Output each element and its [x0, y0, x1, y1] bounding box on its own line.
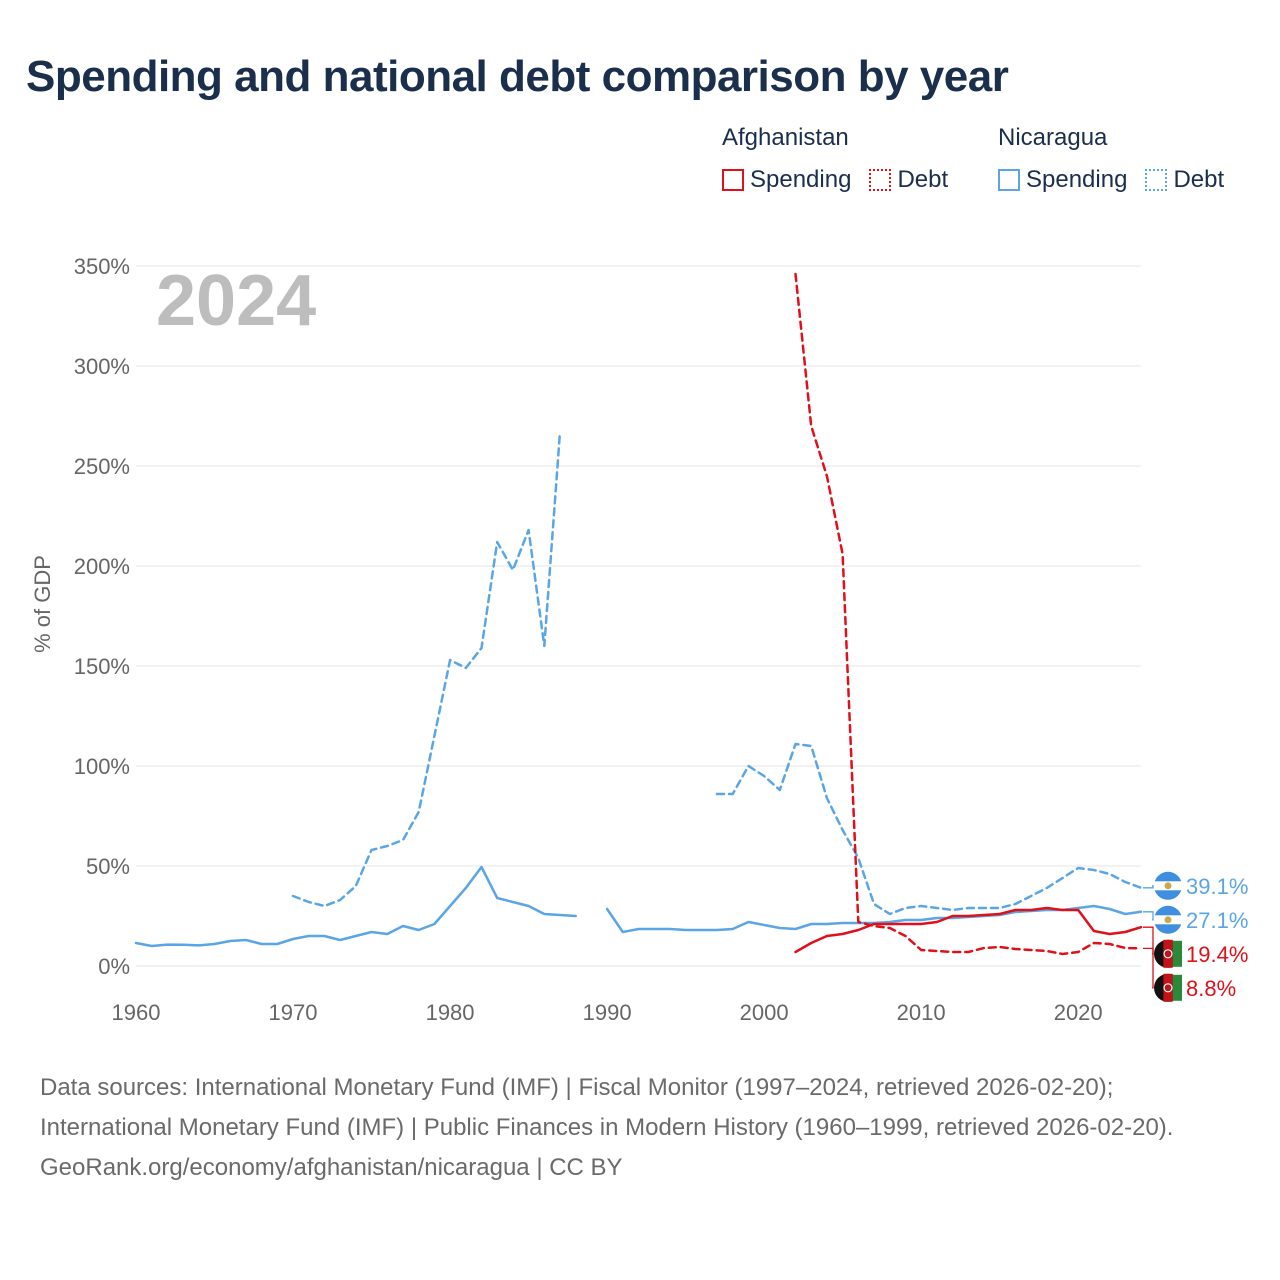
y-tick-label: 350% — [74, 254, 130, 279]
legend-swatch-solid-icon — [998, 169, 1020, 191]
legend-country-nicaragua: Nicaragua — [998, 124, 1108, 151]
line-chart: 0% 50% 100% 150% 200% 250% 300% 350% 1960 1970 198… — [30, 254, 1248, 1025]
legend-label: Spending — [1026, 166, 1128, 193]
afghanistan-debt-line[interactable] — [794, 272, 1143, 956]
x-tick-label: 2020 — [1054, 1000, 1103, 1025]
x-tick-label: 1990 — [583, 1000, 632, 1025]
legend-label: Debt — [1173, 166, 1225, 193]
legend-swatch-dotted-icon — [1145, 169, 1168, 191]
end-label-connector — [1143, 947, 1154, 989]
afghanistan-flag-icon — [1154, 973, 1182, 1002]
nicaragua-flag-icon — [1154, 905, 1182, 934]
nicaragua-spending-line[interactable] — [134, 865, 577, 948]
legend-nicaragua-spending[interactable]: Spending — [998, 166, 1127, 194]
legend-afghanistan-spending[interactable]: Spending — [722, 166, 851, 194]
legend-label: Spending — [750, 166, 852, 193]
y-tick-label: 50% — [86, 854, 130, 879]
legend-nicaragua-debt[interactable]: Debt — [1145, 166, 1224, 194]
y-tick-label: 300% — [74, 354, 130, 379]
data-sources-text: Data sources: International Monetary Fun… — [40, 1074, 1174, 1141]
y-tick-label: 250% — [74, 454, 130, 479]
y-tick-label: 100% — [74, 754, 130, 779]
nicaragua-debt-line[interactable] — [291, 430, 562, 908]
series-end-label: 8.8% — [1186, 976, 1236, 1001]
y-tick-label: 150% — [74, 654, 130, 679]
end-label-connector — [1143, 926, 1154, 955]
legend-afghanistan-debt[interactable]: Debt — [869, 166, 948, 194]
nicaragua-debt-line[interactable] — [715, 742, 1143, 916]
x-tick-label: 1980 — [426, 1000, 475, 1025]
afghanistan-flag-icon — [1154, 939, 1182, 968]
legend-label: Debt — [897, 166, 949, 193]
y-tick-label: 0% — [98, 954, 130, 979]
legend-group-nicaragua: Nicaragua Spending Debt — [998, 124, 1224, 194]
legend-group-afghanistan: Afghanistan Spending Debt — [722, 124, 966, 194]
series-end-label: 19.4% — [1186, 942, 1248, 967]
x-tick-label: 1970 — [269, 1000, 318, 1025]
x-tick-label: 1960 — [112, 1000, 161, 1025]
series-end-label: 27.1% — [1186, 908, 1248, 933]
x-tick-label: 2010 — [897, 1000, 946, 1025]
footer: Data sources: International Monetary Fun… — [40, 1068, 1240, 1188]
end-label-connector — [1143, 885, 1154, 889]
legend-swatch-dotted-icon — [869, 169, 892, 191]
nicaragua-flag-icon — [1154, 871, 1182, 900]
afghanistan-spending-line[interactable] — [794, 906, 1143, 954]
chart-title: Spending and national debt comparison by… — [26, 52, 1009, 101]
year-watermark: 2024 — [156, 261, 316, 341]
end-label-connector — [1143, 911, 1154, 921]
legend-country-afghanistan: Afghanistan — [722, 124, 849, 151]
x-tick-label: 2000 — [740, 1000, 789, 1025]
y-tick-label: 200% — [74, 554, 130, 579]
legend-swatch-solid-icon — [722, 169, 744, 191]
series-end-label: 39.1% — [1186, 874, 1248, 899]
credit-link[interactable]: GeoRank.org/economy/afghanistan/nicaragu… — [40, 1154, 623, 1181]
y-axis-label: % of GDP — [30, 555, 55, 653]
